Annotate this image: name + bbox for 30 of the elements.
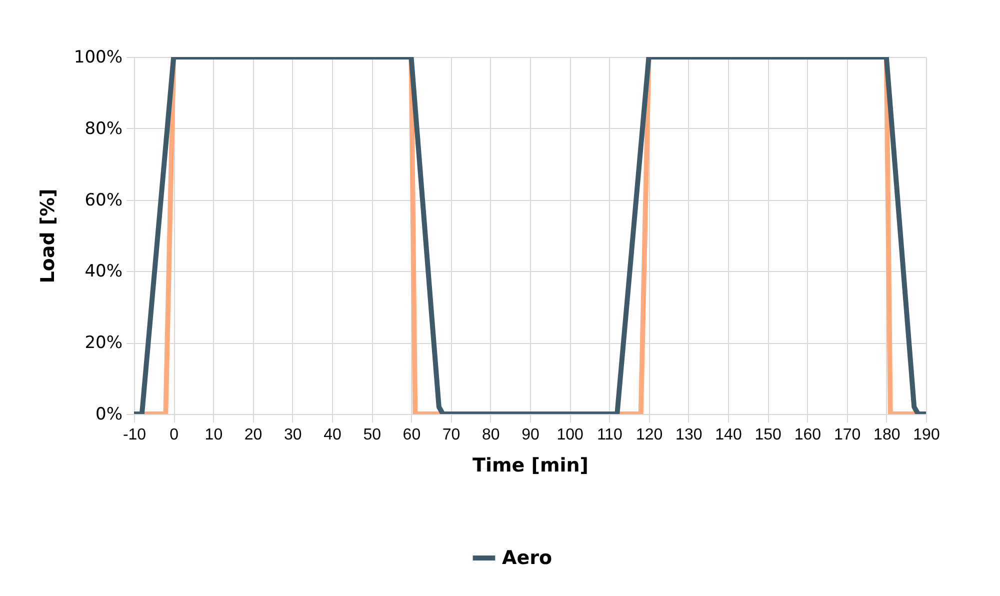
x-tick-label: 0 (170, 426, 179, 444)
y-axis-title: Load [%] (36, 188, 59, 284)
x-tick-label: 90 (522, 426, 540, 444)
y-tick-label: 80% (84, 118, 122, 139)
x-tick-label: 60 (402, 426, 421, 444)
x-tick-label: 70 (442, 426, 460, 444)
x-tick-label: 80 (482, 426, 500, 444)
x-tick-label: 50 (363, 426, 382, 444)
y-tick-label: 100% (74, 48, 122, 68)
x-tick-label: 30 (284, 426, 302, 444)
x-tick-label: 190 (913, 426, 940, 444)
x-tick-label: 130 (676, 426, 702, 444)
x-tick-label: 110 (596, 426, 623, 444)
x-axis-title: Time [min] (472, 454, 588, 476)
y-tick-label: 60% (84, 190, 122, 210)
x-tick-label: 20 (244, 426, 262, 444)
x-tick-label: 160 (794, 426, 822, 444)
x-tick-label: 180 (874, 426, 900, 444)
y-tick-label: 0% (96, 404, 122, 424)
y-tick-label: 20% (84, 333, 122, 354)
x-tick-label: 120 (636, 426, 663, 444)
x-tick-label: -10 (122, 426, 146, 444)
x-tick-label: 140 (715, 426, 742, 444)
x-tick-label: 40 (324, 426, 342, 444)
x-tick-label: 170 (834, 426, 861, 444)
x-tick-label: 10 (204, 426, 223, 444)
x-tick-label: 150 (754, 426, 782, 444)
legend-label: Aero (502, 547, 552, 569)
x-tick-label: 100 (556, 426, 584, 444)
y-tick-label: 40% (84, 262, 122, 282)
